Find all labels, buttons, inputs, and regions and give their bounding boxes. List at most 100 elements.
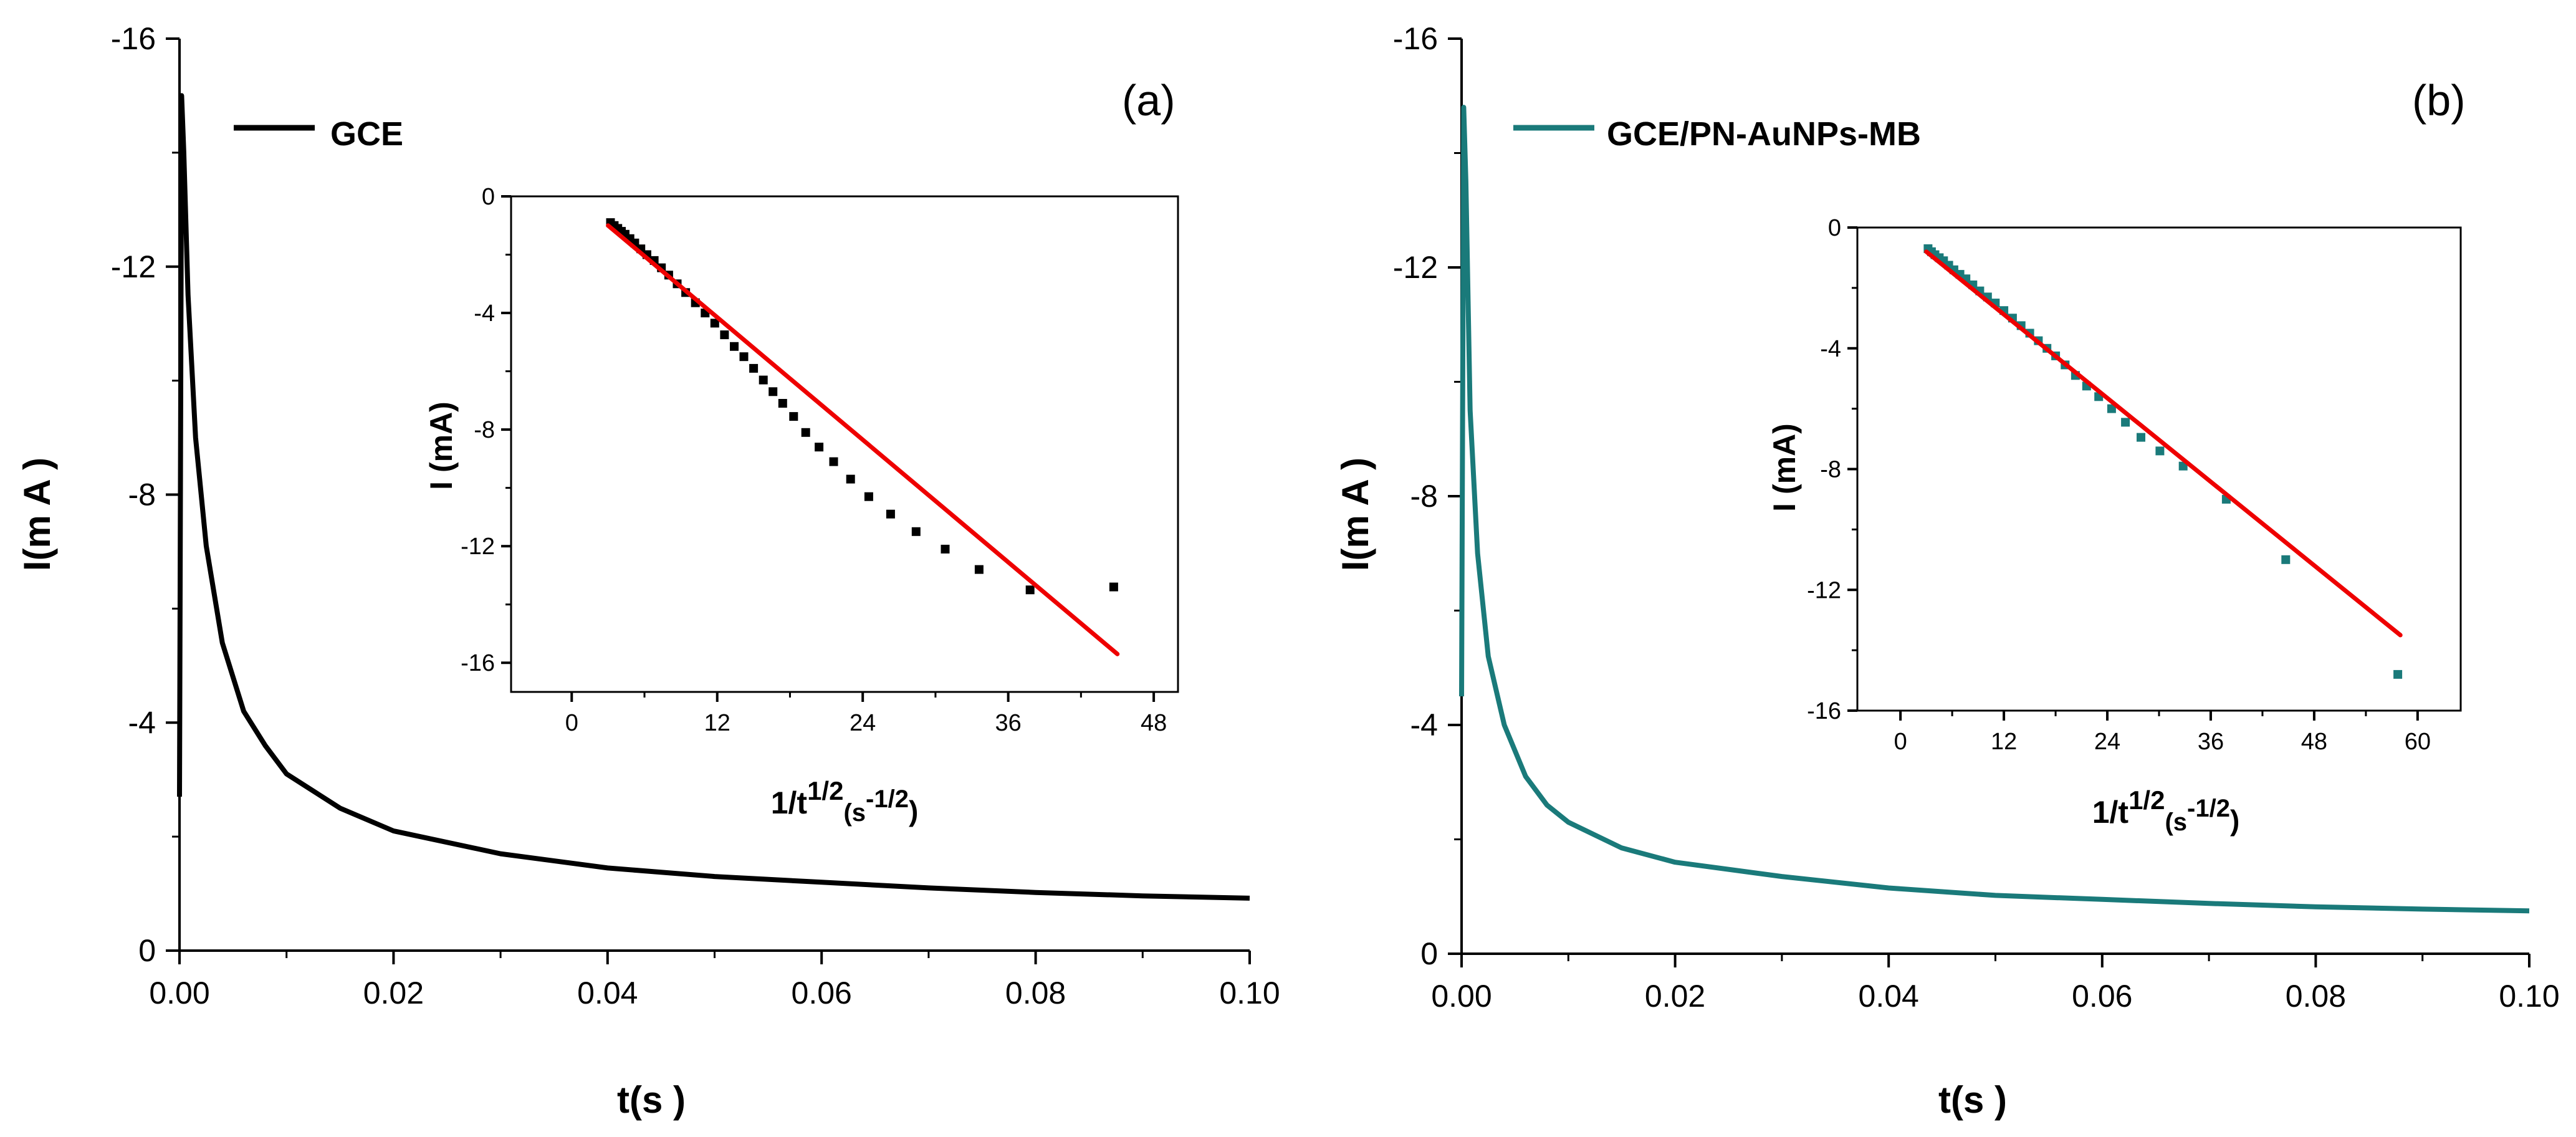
inset-y-tick-label-a: -4 bbox=[474, 300, 495, 327]
inset-y-tick-label-b: -4 bbox=[1820, 336, 1841, 362]
inset-data-point-a bbox=[801, 428, 810, 437]
inset-data-point-a bbox=[941, 544, 950, 554]
inset-x-title-unit-b: (s bbox=[2165, 808, 2187, 836]
series-line-b bbox=[1459, 105, 2530, 914]
inset-data-point-a bbox=[864, 492, 873, 501]
inset-data-point-b bbox=[2137, 433, 2145, 442]
inset-x-title-main-b: 1/t bbox=[2092, 795, 2129, 830]
inset-data-point-a bbox=[1025, 585, 1035, 595]
x-tick-label-a: 0.06 bbox=[792, 976, 852, 1010]
inset-y-tick-label-b: -8 bbox=[1820, 457, 1841, 483]
x-tick-label-a: 0.04 bbox=[577, 976, 638, 1010]
inset-data-point-a bbox=[768, 387, 778, 396]
inset-y-axis-title-a: I (mA) bbox=[424, 401, 459, 490]
inset-data-point-a bbox=[815, 443, 824, 452]
inset-x-tick-label-b: 48 bbox=[2301, 729, 2327, 755]
inset-data-point-a bbox=[1109, 582, 1118, 592]
inset-data-point-b bbox=[2121, 418, 2130, 427]
inset-data-point-a bbox=[789, 412, 798, 421]
inset-x-axis-title-b: 1/t1/2(s-1/2) bbox=[2092, 785, 2240, 837]
x-tick-label-a: 0.02 bbox=[363, 976, 424, 1010]
panel-label-a: (a) bbox=[1122, 76, 1175, 125]
inset-x-tick-label-a: 48 bbox=[1141, 710, 1167, 736]
y-tick-label-b: -16 bbox=[1393, 21, 1438, 56]
inset-b-frame bbox=[1856, 226, 2462, 712]
inset-data-point-a bbox=[759, 375, 768, 385]
y-tick-label-a: -4 bbox=[128, 705, 156, 740]
inset-x-title-unit-a: (s bbox=[843, 799, 866, 827]
inset-x-title-unit-sup-a: -1/2 bbox=[866, 785, 909, 813]
inset-y-tick-label-a: -8 bbox=[474, 417, 495, 443]
inset-a-frame bbox=[510, 195, 1179, 693]
inset-y-tick-label-a: -16 bbox=[461, 650, 495, 676]
inset-data-point-b bbox=[2155, 446, 2165, 456]
x-tick-label-b: 0.10 bbox=[2499, 979, 2559, 1014]
chart-panel-a: GCE (a) t(s ) I(m A ) I (mA) 1/t1/2(s-1/… bbox=[16, 21, 1280, 1121]
x-tick-label-a: 0.10 bbox=[1219, 976, 1280, 1010]
legend-label-b: GCE/PN-AuNPs-MB bbox=[1607, 115, 1921, 153]
x-tick-label-b: 0.00 bbox=[1431, 979, 1491, 1014]
inset-data-point-a bbox=[829, 457, 838, 466]
inset-x-title-unit-sup-b: -1/2 bbox=[2187, 795, 2230, 822]
legend-label-a: GCE bbox=[330, 115, 403, 153]
inset-x-tick-label-b: 24 bbox=[2094, 729, 2120, 755]
x-axis-title-b: t(s ) bbox=[1938, 1079, 2007, 1121]
inset-data-point-b bbox=[2393, 669, 2403, 679]
inset-y-tick-label-b: -12 bbox=[1807, 577, 1841, 603]
inset-x-tick-label-b: 60 bbox=[2405, 729, 2431, 755]
inset-fit-line-a bbox=[606, 223, 1120, 656]
inset-y-axis-title-b: I (mA) bbox=[1767, 423, 1802, 512]
inset-data-point-b bbox=[2281, 555, 2291, 564]
y-tick-label-a: -12 bbox=[111, 249, 156, 284]
x-tick-label-a: 0.00 bbox=[149, 976, 209, 1010]
inset-x-tick-label-a: 24 bbox=[850, 710, 876, 736]
x-tick-label-b: 0.04 bbox=[1859, 979, 1919, 1014]
y-axis-title-b: I(m A ) bbox=[1334, 458, 1376, 571]
inset-x-title-close-b: ) bbox=[2230, 804, 2239, 837]
inset-y-tick-label-a: -12 bbox=[461, 534, 495, 560]
inset-data-point-a bbox=[749, 363, 759, 373]
y-tick-label-b: -8 bbox=[1410, 479, 1438, 514]
chart-panel-b: GCE/PN-AuNPs-MB (b) t(s ) I(m A ) I (mA)… bbox=[1334, 21, 2560, 1121]
inset-x-tick-label-b: 0 bbox=[1894, 729, 1907, 755]
y-tick-label-b: 0 bbox=[1420, 936, 1438, 971]
x-tick-label-b: 0.06 bbox=[2072, 979, 2132, 1014]
panel-label-b: (b) bbox=[2412, 76, 2466, 125]
series-line-a bbox=[177, 93, 1250, 901]
y-axis-title-a: I(m A ) bbox=[16, 458, 58, 571]
y-tick-label-a: 0 bbox=[138, 933, 156, 968]
inset-x-tick-label-a: 0 bbox=[565, 710, 578, 736]
inset-fit-line-b bbox=[1924, 249, 2403, 638]
inset-x-tick-label-b: 36 bbox=[2198, 729, 2224, 755]
inset-data-point-a bbox=[710, 319, 719, 328]
inset-x-title-main-a: 1/t bbox=[771, 785, 808, 820]
inset-x-tick-label-a: 12 bbox=[704, 710, 730, 736]
inset-data-point-a bbox=[778, 399, 787, 408]
y-tick-label-a: -8 bbox=[128, 477, 156, 512]
y-tick-label-a: -16 bbox=[111, 21, 156, 56]
inset-x-tick-label-a: 36 bbox=[995, 710, 1021, 736]
inset-x-title-close-a: ) bbox=[909, 795, 918, 827]
inset-y-tick-label-a: 0 bbox=[482, 184, 495, 210]
inset-y-tick-label-b: -16 bbox=[1807, 698, 1841, 724]
y-tick-label-b: -4 bbox=[1410, 708, 1438, 742]
inset-data-point-a bbox=[846, 474, 855, 484]
inset-data-point-a bbox=[974, 565, 984, 574]
inset-x-tick-label-b: 12 bbox=[1991, 729, 2017, 755]
inset-data-point-b bbox=[2107, 404, 2116, 413]
inset-data-point-a bbox=[911, 527, 921, 536]
inset-x-title-sup-a: 1/2 bbox=[807, 776, 843, 805]
inset-y-tick-label-b: 0 bbox=[1828, 215, 1841, 241]
x-tick-label-a: 0.08 bbox=[1005, 976, 1066, 1010]
inset-data-point-a bbox=[739, 352, 749, 362]
inset-x-axis-title-a: 1/t1/2(s-1/2) bbox=[771, 776, 919, 827]
inset-data-point-a bbox=[720, 330, 729, 340]
x-axis-title-a: t(s ) bbox=[617, 1079, 686, 1121]
inset-data-point-a bbox=[730, 342, 739, 351]
inset-data-point-a bbox=[886, 509, 895, 519]
x-tick-label-b: 0.08 bbox=[2286, 979, 2346, 1014]
x-tick-label-b: 0.02 bbox=[1645, 979, 1705, 1014]
y-tick-label-b: -12 bbox=[1393, 250, 1438, 285]
inset-x-title-sup-b: 1/2 bbox=[2128, 785, 2165, 815]
